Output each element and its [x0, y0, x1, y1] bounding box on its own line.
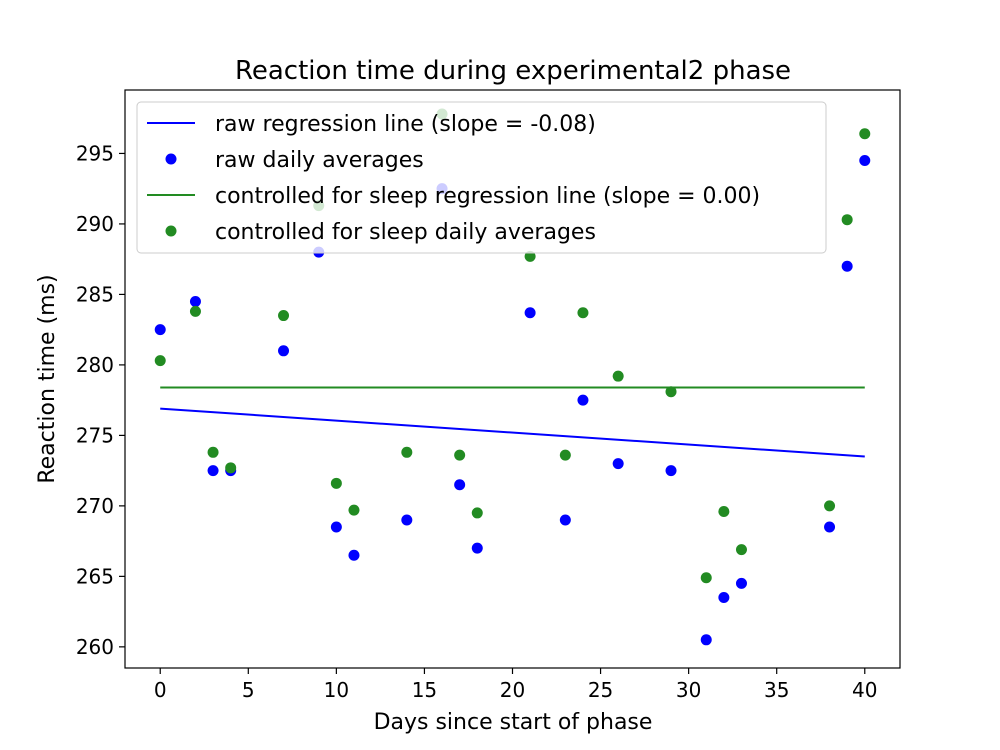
legend-entry-label: raw daily averages [215, 148, 424, 173]
legend-marker-swatch [165, 225, 177, 237]
data-point [859, 154, 871, 166]
data-point [278, 345, 290, 357]
data-point [718, 506, 730, 518]
data-point [471, 507, 483, 519]
data-point [577, 307, 589, 319]
data-point [859, 128, 871, 140]
y-tick-label: 270 [76, 494, 114, 518]
x-tick-label: 20 [500, 678, 525, 702]
data-point [330, 521, 342, 533]
data-point [718, 592, 730, 604]
data-point [524, 250, 536, 262]
data-point [454, 449, 466, 461]
regression-line-0 [160, 407, 865, 458]
plot-marks [154, 108, 871, 646]
data-point [824, 500, 836, 512]
data-point [278, 310, 290, 322]
data-point [348, 549, 360, 561]
data-point [524, 307, 536, 319]
y-tick-label: 295 [76, 141, 114, 165]
data-point [207, 465, 219, 477]
x-axis-label: Days since start of phase [374, 710, 653, 735]
x-tick-label: 30 [676, 678, 701, 702]
data-point [577, 394, 589, 406]
data-point [612, 370, 624, 382]
data-point [700, 572, 712, 584]
chart-title: Reaction time during experimental2 phase [235, 56, 791, 86]
legend-marker-swatch [165, 153, 177, 165]
data-point [154, 355, 166, 367]
x-tick-label: 25 [588, 678, 613, 702]
data-point [348, 504, 360, 516]
data-point [225, 462, 237, 474]
data-point [471, 542, 483, 554]
data-point [189, 305, 201, 317]
legend-box [136, 101, 827, 254]
data-point [824, 521, 836, 533]
data-point [189, 295, 201, 307]
y-tick-label: 265 [76, 564, 114, 588]
x-axis: 0 5 10 15 20 25 30 35 40 [154, 668, 877, 702]
data-point [665, 386, 677, 398]
y-tick-label: 260 [76, 635, 114, 659]
data-point [330, 477, 342, 489]
data-point [454, 479, 466, 491]
data-point [735, 577, 747, 589]
x-tick-label: 5 [242, 678, 255, 702]
data-point [401, 446, 413, 458]
legend: raw regression line (slope = -0.08) raw d… [136, 101, 827, 254]
x-tick-label: 15 [412, 678, 437, 702]
legend-entry-label: controlled for sleep regression line (sl… [215, 184, 760, 209]
data-point [559, 449, 571, 461]
data-point [612, 458, 624, 470]
x-tick-label: 10 [324, 678, 349, 702]
y-tick-label: 285 [76, 282, 114, 306]
y-axis: 260 265 270 275 280 285 290 295 [76, 141, 125, 659]
data-point [735, 544, 747, 556]
data-point [207, 446, 219, 458]
data-point [700, 634, 712, 646]
y-tick-label: 290 [76, 212, 114, 236]
data-point [841, 260, 853, 272]
data-point [401, 514, 413, 526]
data-point [665, 465, 677, 477]
data-point [154, 324, 166, 336]
y-axis-label: Reaction time (ms) [35, 274, 60, 483]
y-tick-label: 280 [76, 353, 114, 377]
legend-entry-label: raw regression line (slope = -0.08) [215, 112, 596, 137]
data-point [559, 514, 571, 526]
data-point [841, 214, 853, 226]
x-tick-label: 0 [154, 678, 167, 702]
x-tick-label: 40 [852, 678, 877, 702]
y-tick-label: 275 [76, 423, 114, 447]
x-tick-label: 35 [764, 678, 789, 702]
legend-entry-label: controlled for sleep daily averages [215, 220, 596, 245]
